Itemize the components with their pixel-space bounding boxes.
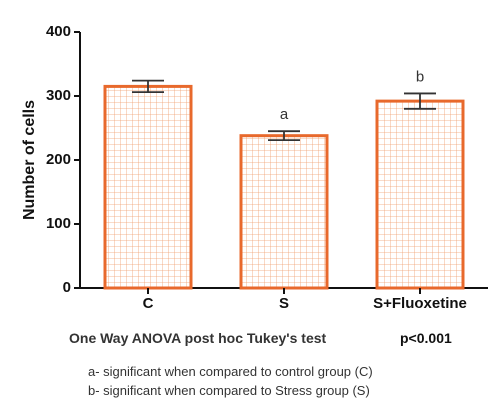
p-value-label: p<0.001	[400, 330, 452, 346]
x-tick-label: S	[279, 295, 289, 312]
statistics-footer: One Way ANOVA post hoc Tukey's test p<0.…	[0, 330, 504, 354]
x-tick-label: S+Fluoxetine	[373, 295, 467, 312]
bar	[103, 84, 193, 290]
statistical-test-label: One Way ANOVA post hoc Tukey's test	[69, 330, 327, 346]
y-tick-label: 200	[46, 151, 71, 168]
bar	[239, 134, 329, 290]
x-tick-label: C	[143, 295, 154, 312]
y-tick-label: 100	[46, 215, 71, 232]
significance-notes: a- significant when compared to control …	[88, 362, 498, 400]
y-axis-label: Number of cells	[21, 100, 38, 220]
bar	[375, 99, 465, 290]
significance-marker: a	[280, 106, 289, 123]
bar-chart: Number of cells 0 100 200 300 400 C Sa S+Fluoxe…	[21, 23, 488, 312]
note-b: b- significant when compared to Stress g…	[88, 383, 370, 398]
y-tick-label: 0	[63, 279, 71, 296]
y-tick-label: 300	[46, 87, 71, 104]
y-tick-label: 400	[46, 23, 71, 40]
significance-marker: b	[416, 68, 424, 85]
note-a: a- significant when compared to control …	[88, 364, 373, 379]
